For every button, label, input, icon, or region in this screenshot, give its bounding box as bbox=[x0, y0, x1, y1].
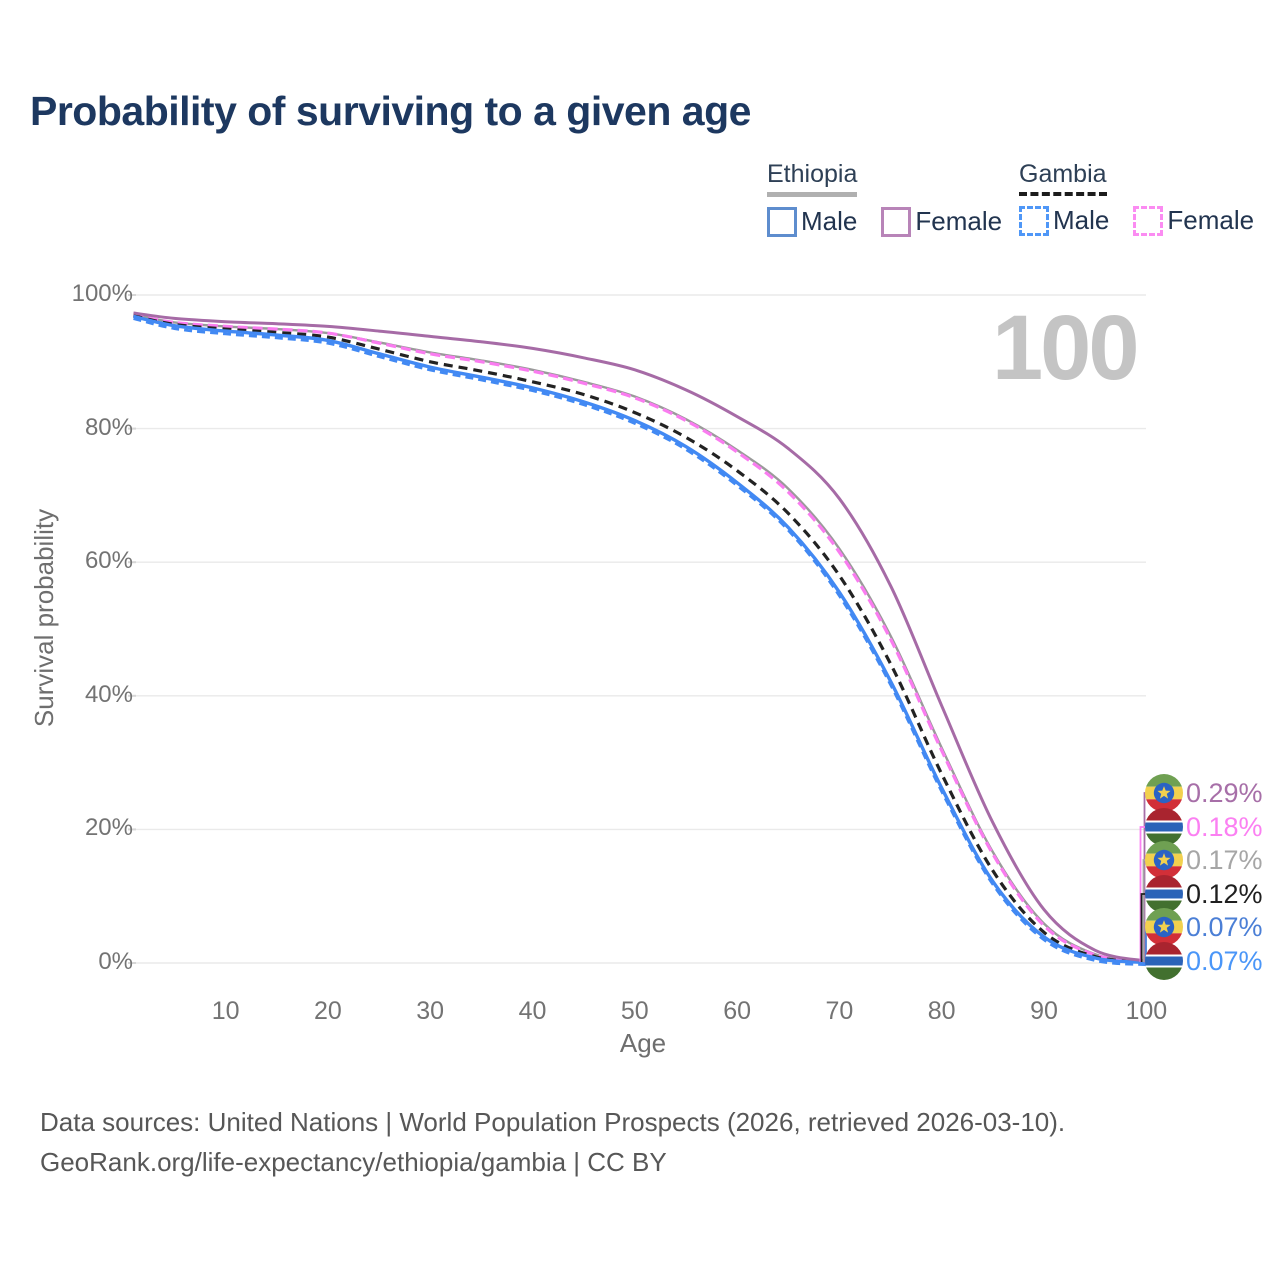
footer-citation: GeoRank.org/life-expectancy/ethiopia/gam… bbox=[40, 1147, 667, 1177]
y-tick-40: 40% bbox=[84, 680, 133, 708]
curve-gambia_all bbox=[133, 314, 1147, 964]
end-value: 0.12% bbox=[1186, 878, 1263, 909]
legend-row-gambia: Male Female bbox=[1019, 205, 1278, 236]
end-label-gambia-female: 0.18% bbox=[1145, 808, 1263, 846]
y-tick-60: 60% bbox=[84, 547, 133, 575]
ethiopia-female-swatch-icon bbox=[881, 206, 912, 237]
ethiopia-flag-icon bbox=[1145, 841, 1183, 879]
gambia-female-swatch-icon bbox=[1133, 205, 1164, 236]
x-axis-title: Age bbox=[619, 1028, 667, 1058]
curve-ethiopia_female bbox=[133, 311, 1147, 963]
end-value: 0.29% bbox=[1186, 777, 1263, 808]
end-label-ethiopia: 0.17% bbox=[1145, 841, 1263, 879]
end-value: 0.07% bbox=[1186, 945, 1263, 976]
age-watermark: 100 bbox=[992, 297, 1139, 399]
legend-item-gambia-female[interactable]: Female bbox=[1133, 205, 1254, 236]
gambia-flag-icon bbox=[1145, 875, 1183, 913]
end-value: 0.07% bbox=[1186, 911, 1263, 942]
legend-country-gambia: Gambia bbox=[1019, 160, 1107, 196]
y-axis-title: Survival probability bbox=[29, 508, 59, 728]
legend-item-ethiopia-female[interactable]: Female bbox=[881, 206, 1002, 237]
gambia-male-swatch-icon bbox=[1019, 205, 1049, 236]
ethiopia-male-swatch-icon bbox=[767, 206, 797, 237]
end-label-gambia: 0.12% bbox=[1145, 875, 1263, 913]
end-value: 0.18% bbox=[1186, 811, 1263, 842]
y-tick-0: 0% bbox=[98, 948, 133, 975]
x-tick-30: 30 bbox=[416, 997, 445, 1025]
page-title: Probability of surviving to a given age bbox=[30, 88, 751, 134]
legend-label-male: Male bbox=[801, 206, 858, 236]
legend-label-female: Female bbox=[915, 206, 1003, 236]
footer: Data sources: United Nations | World Pop… bbox=[40, 1102, 1065, 1182]
legend-group-ethiopia: Ethiopia Male Female bbox=[767, 160, 1026, 237]
x-tick-20: 20 bbox=[313, 997, 342, 1025]
legend-label-male: Male bbox=[1053, 205, 1110, 235]
gambia-flag-icon bbox=[1145, 808, 1183, 846]
legend-item-gambia-male[interactable]: Male bbox=[1019, 205, 1109, 236]
curve-ethiopia_all bbox=[133, 313, 1147, 964]
end-label-gambia-male: 0.07% bbox=[1145, 942, 1263, 980]
x-tick-100: 100 bbox=[1125, 997, 1168, 1025]
y-tick-100: 100% bbox=[71, 280, 133, 307]
legend-item-ethiopia-male[interactable]: Male bbox=[767, 206, 857, 237]
curve-ethiopia_male bbox=[133, 314, 1147, 965]
gambia-flag-icon bbox=[1145, 942, 1183, 980]
legend-label-female: Female bbox=[1167, 205, 1255, 235]
x-tick-40: 40 bbox=[518, 997, 547, 1025]
ethiopia-flag-icon bbox=[1145, 774, 1183, 812]
x-tick-90: 90 bbox=[1030, 997, 1058, 1025]
legend-row-ethiopia: Male Female bbox=[767, 206, 1026, 237]
x-tick-60: 60 bbox=[723, 997, 751, 1025]
footer-sources: Data sources: United Nations | World Pop… bbox=[40, 1107, 1066, 1137]
end-value: 0.17% bbox=[1186, 844, 1263, 875]
y-tick-80: 80% bbox=[84, 413, 133, 441]
x-tick-70: 70 bbox=[825, 997, 854, 1025]
end-label-ethiopia-female: 0.29% bbox=[1145, 774, 1263, 812]
legend-country-ethiopia: Ethiopia bbox=[767, 160, 858, 197]
x-tick-50: 50 bbox=[620, 997, 649, 1025]
x-tick-80: 80 bbox=[927, 997, 956, 1025]
legend-group-gambia: Gambia Male Female bbox=[1019, 160, 1278, 236]
x-tick-10: 10 bbox=[211, 997, 240, 1025]
y-tick-20: 20% bbox=[84, 814, 133, 842]
curve-gambia_female bbox=[133, 313, 1147, 964]
end-label-ethiopia-male: 0.07% bbox=[1145, 908, 1263, 946]
ethiopia-flag-icon bbox=[1145, 908, 1183, 946]
